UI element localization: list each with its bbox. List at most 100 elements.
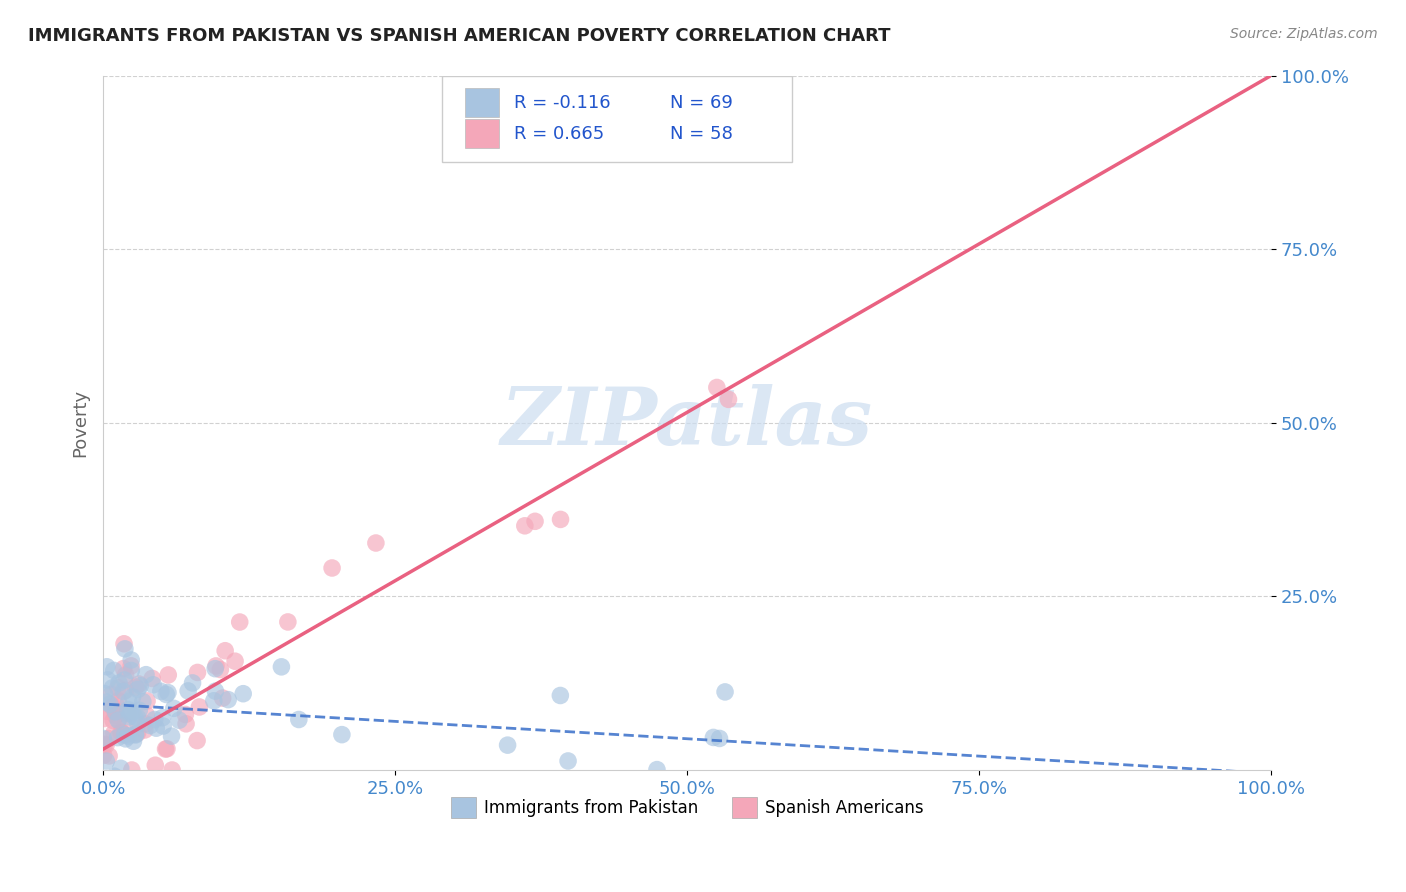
Point <box>188 700 211 714</box>
Point <box>174 707 197 722</box>
Point <box>101 714 124 728</box>
Point <box>205 659 228 673</box>
Point <box>550 689 572 703</box>
Point <box>97 731 120 746</box>
Point <box>103 769 125 783</box>
Point <box>139 718 162 732</box>
Point <box>121 690 143 704</box>
Point <box>214 644 236 658</box>
Point <box>136 694 159 708</box>
Point <box>96 659 118 673</box>
Point <box>209 663 232 677</box>
Point <box>202 694 225 708</box>
Point <box>143 713 166 727</box>
Point <box>112 684 135 698</box>
Point <box>97 673 120 687</box>
Point <box>174 716 197 731</box>
Point <box>145 721 167 735</box>
Point <box>232 687 254 701</box>
FancyBboxPatch shape <box>465 88 499 117</box>
Point <box>186 733 208 747</box>
Point <box>110 761 132 775</box>
Point <box>114 728 136 742</box>
Legend: Immigrants from Pakistan, Spanish Americans: Immigrants from Pakistan, Spanish Americ… <box>444 790 931 824</box>
Point <box>112 637 135 651</box>
Point <box>132 695 155 709</box>
Point <box>277 615 299 629</box>
Point <box>103 664 125 678</box>
Point <box>167 713 190 727</box>
Point <box>717 392 740 407</box>
Point <box>91 731 114 746</box>
Point <box>229 615 252 629</box>
Point <box>152 719 174 733</box>
Point <box>93 687 115 701</box>
Point <box>94 738 117 752</box>
FancyBboxPatch shape <box>441 76 792 162</box>
Point <box>550 512 572 526</box>
Point <box>127 716 149 731</box>
Point <box>114 641 136 656</box>
Point <box>135 667 157 681</box>
Point <box>204 684 226 698</box>
Point <box>124 710 146 724</box>
Point <box>107 713 129 727</box>
Point <box>120 706 142 721</box>
Point <box>135 708 157 723</box>
Point <box>105 698 128 712</box>
Point <box>156 685 179 699</box>
Point <box>706 380 728 394</box>
Point <box>124 727 146 741</box>
Point <box>143 758 166 772</box>
Text: N = 58: N = 58 <box>669 125 733 143</box>
Point <box>107 731 129 745</box>
Point <box>118 710 141 724</box>
Point <box>101 681 124 695</box>
Point <box>288 713 311 727</box>
Point <box>177 684 200 698</box>
Text: R = 0.665: R = 0.665 <box>515 125 605 143</box>
Point <box>96 754 118 768</box>
Point <box>96 695 118 709</box>
Point <box>645 763 668 777</box>
Point <box>270 660 292 674</box>
Point <box>211 691 233 706</box>
Point <box>204 662 226 676</box>
Point <box>129 679 152 693</box>
Point <box>125 680 148 694</box>
Point <box>111 725 134 739</box>
Point <box>321 561 343 575</box>
Point <box>127 711 149 725</box>
Point <box>141 672 163 686</box>
Text: ZIPatlas: ZIPatlas <box>501 384 873 461</box>
Point <box>98 698 121 712</box>
Point <box>128 703 150 717</box>
Point <box>122 734 145 748</box>
Point <box>134 717 156 731</box>
Point <box>114 731 136 746</box>
Point <box>155 688 177 702</box>
Point <box>142 678 165 692</box>
Point <box>155 742 177 756</box>
Y-axis label: Poverty: Poverty <box>72 389 89 457</box>
Point <box>160 729 183 743</box>
Point <box>217 692 239 706</box>
Point <box>117 703 139 717</box>
Point <box>181 676 204 690</box>
Point <box>117 706 139 721</box>
Point <box>120 658 142 673</box>
Point <box>93 748 115 763</box>
Point <box>93 711 115 725</box>
Point <box>557 754 579 768</box>
Point <box>157 668 180 682</box>
Point <box>100 688 122 702</box>
Point <box>496 738 519 752</box>
Point <box>134 723 156 737</box>
Point <box>104 708 127 723</box>
Point <box>160 763 183 777</box>
Point <box>117 729 139 743</box>
Point <box>108 676 131 690</box>
Point <box>104 705 127 719</box>
Point <box>124 728 146 742</box>
Point <box>98 748 121 763</box>
